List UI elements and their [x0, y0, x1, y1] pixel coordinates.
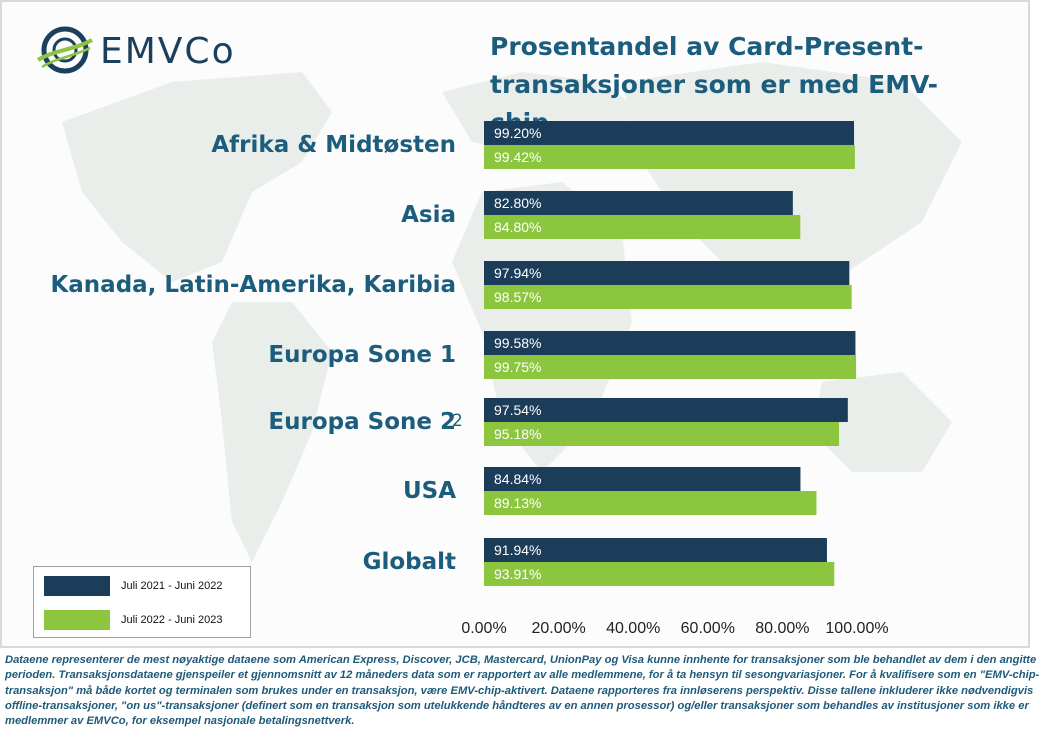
legend-swatch-series-1: [44, 576, 110, 596]
legend-label-series-1: Juli 2021 - Juni 2022: [121, 580, 223, 592]
bar: [484, 121, 855, 145]
legend-item-series-1: Juli 2021 - Juni 2022: [44, 576, 223, 596]
bar: [484, 191, 793, 215]
bar: [484, 398, 848, 422]
emvco-logo: EMVCo: [36, 24, 236, 78]
x-tick-label: 40.00%: [606, 620, 660, 637]
bar-value-label: 97.54%: [494, 402, 541, 418]
chart-title-line-1: Prosentandel av Card-Present-: [490, 32, 924, 61]
bar-value-label: 84.80%: [494, 219, 541, 235]
bar: [484, 538, 827, 562]
category-label: Afrika & Midtøsten: [211, 132, 456, 158]
legend-swatch-series-2: [44, 610, 110, 630]
bar: [484, 422, 840, 446]
bar: [484, 562, 835, 586]
bar: [484, 285, 852, 309]
bar: [484, 467, 801, 491]
bar-value-label: 99.20%: [494, 125, 541, 141]
footnote-text: Dataene representerer de mest nøyaktige …: [5, 654, 1040, 728]
annotation-label: 2: [452, 411, 463, 431]
bar-value-label: 97.94%: [494, 265, 541, 281]
bar-value-label: 95.18%: [494, 426, 541, 442]
x-tick-label: 60.00%: [681, 620, 735, 637]
bar: [484, 215, 801, 239]
bar-value-label: 99.58%: [494, 335, 541, 351]
category-label: Kanada, Latin-Amerika, Karibia: [50, 272, 456, 298]
x-tick-label: 80.00%: [755, 620, 809, 637]
bar-value-label: 84.84%: [494, 471, 541, 487]
bar: [484, 491, 817, 515]
bar: [484, 261, 850, 285]
bar-value-label: 99.42%: [494, 149, 541, 165]
chart-legend: Juli 2021 - Juni 2022 Juli 2022 - Juni 2…: [33, 566, 251, 638]
bar: [484, 355, 857, 379]
bar-value-label: 82.80%: [494, 195, 541, 211]
emvco-logo-mark-icon: [36, 26, 93, 74]
bar-value-label: 93.91%: [494, 566, 541, 582]
logo-text: EMVCo: [100, 30, 236, 72]
legend-item-series-2: Juli 2022 - Juni 2023: [44, 610, 223, 630]
x-tick-label: 0.00%: [461, 620, 506, 637]
x-tick-label: 20.00%: [531, 620, 585, 637]
category-label: Asia: [401, 202, 456, 228]
category-label: Globalt: [363, 549, 456, 575]
bar-value-label: 91.94%: [494, 542, 541, 558]
bar: [484, 145, 855, 169]
bar: [484, 331, 856, 355]
chart-title: Prosentandel av Card-Present- transaksjo…: [490, 28, 990, 142]
bar-chart: Afrika & Midtøsten Asia Kanada, Latin-Amer…: [50, 121, 889, 637]
bar-value-label: 98.57%: [494, 289, 541, 305]
legend-label-series-2: Juli 2022 - Juni 2023: [121, 614, 223, 626]
bar-value-label: 99.75%: [494, 359, 541, 375]
category-label: Europa Sone 2: [268, 409, 456, 435]
category-label: Europa Sone 1: [268, 342, 456, 368]
bar-value-label: 89.13%: [494, 495, 541, 511]
category-label: USA: [403, 478, 456, 504]
x-tick-label: 100.00%: [825, 620, 888, 637]
